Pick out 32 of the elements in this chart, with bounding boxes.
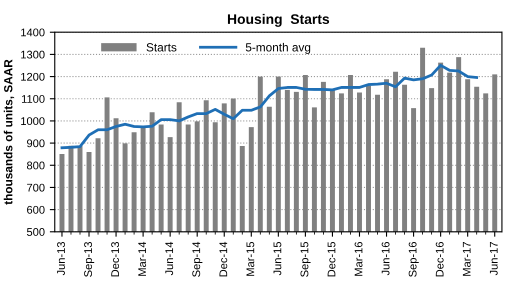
line-series (60, 64, 478, 150)
legend-label: Starts (146, 43, 176, 52)
y-tick-label: 1200 (21, 72, 45, 81)
x-tick-label: Jun-16 (382, 242, 390, 276)
x-tick-label: Dec-15 (328, 242, 336, 276)
y-axis-title: thousands of units, SAAR (4, 59, 14, 205)
x-tick-label: Mar-17 (462, 242, 471, 276)
y-tick-label: 600 (27, 206, 45, 214)
x-tick-label: Sep-15 (300, 242, 311, 277)
y-tick-label: 900 (27, 139, 45, 148)
x-tick-label: Dec-13 (111, 242, 120, 276)
x-tick-label: Dec-16 (436, 242, 444, 276)
y-tick-label: 500 (26, 228, 45, 236)
x-tick-label: Jun-17 (490, 242, 498, 276)
x-tick-label: Jun-14 (165, 242, 174, 276)
y-tick-label: 1000 (21, 117, 45, 126)
x-tick-label: Mar-16 (354, 242, 362, 276)
x-tick-label: Jun-15 (274, 242, 282, 276)
x-tick-label: Dec-14 (219, 242, 228, 276)
x-tick-label: Sep-16 (408, 242, 419, 277)
y-tick-label: 1400 (21, 28, 45, 36)
y-tick-label: 800 (26, 162, 45, 170)
x-tick-label: Sep-13 (84, 242, 94, 277)
chart-title: Housing Starts (228, 14, 330, 27)
y-tick-label: 1100 (22, 95, 45, 103)
x-tick-label: Sep-14 (192, 242, 202, 277)
y-tick-label: 700 (27, 184, 45, 192)
y-tick-label: 1300 (21, 50, 45, 59)
x-tick-label: Mar-15 (246, 242, 254, 276)
x-tick-label: Jun-13 (57, 242, 65, 276)
x-tick-label: Mar-14 (138, 242, 146, 276)
legend-label: 5-month avg (246, 42, 310, 54)
